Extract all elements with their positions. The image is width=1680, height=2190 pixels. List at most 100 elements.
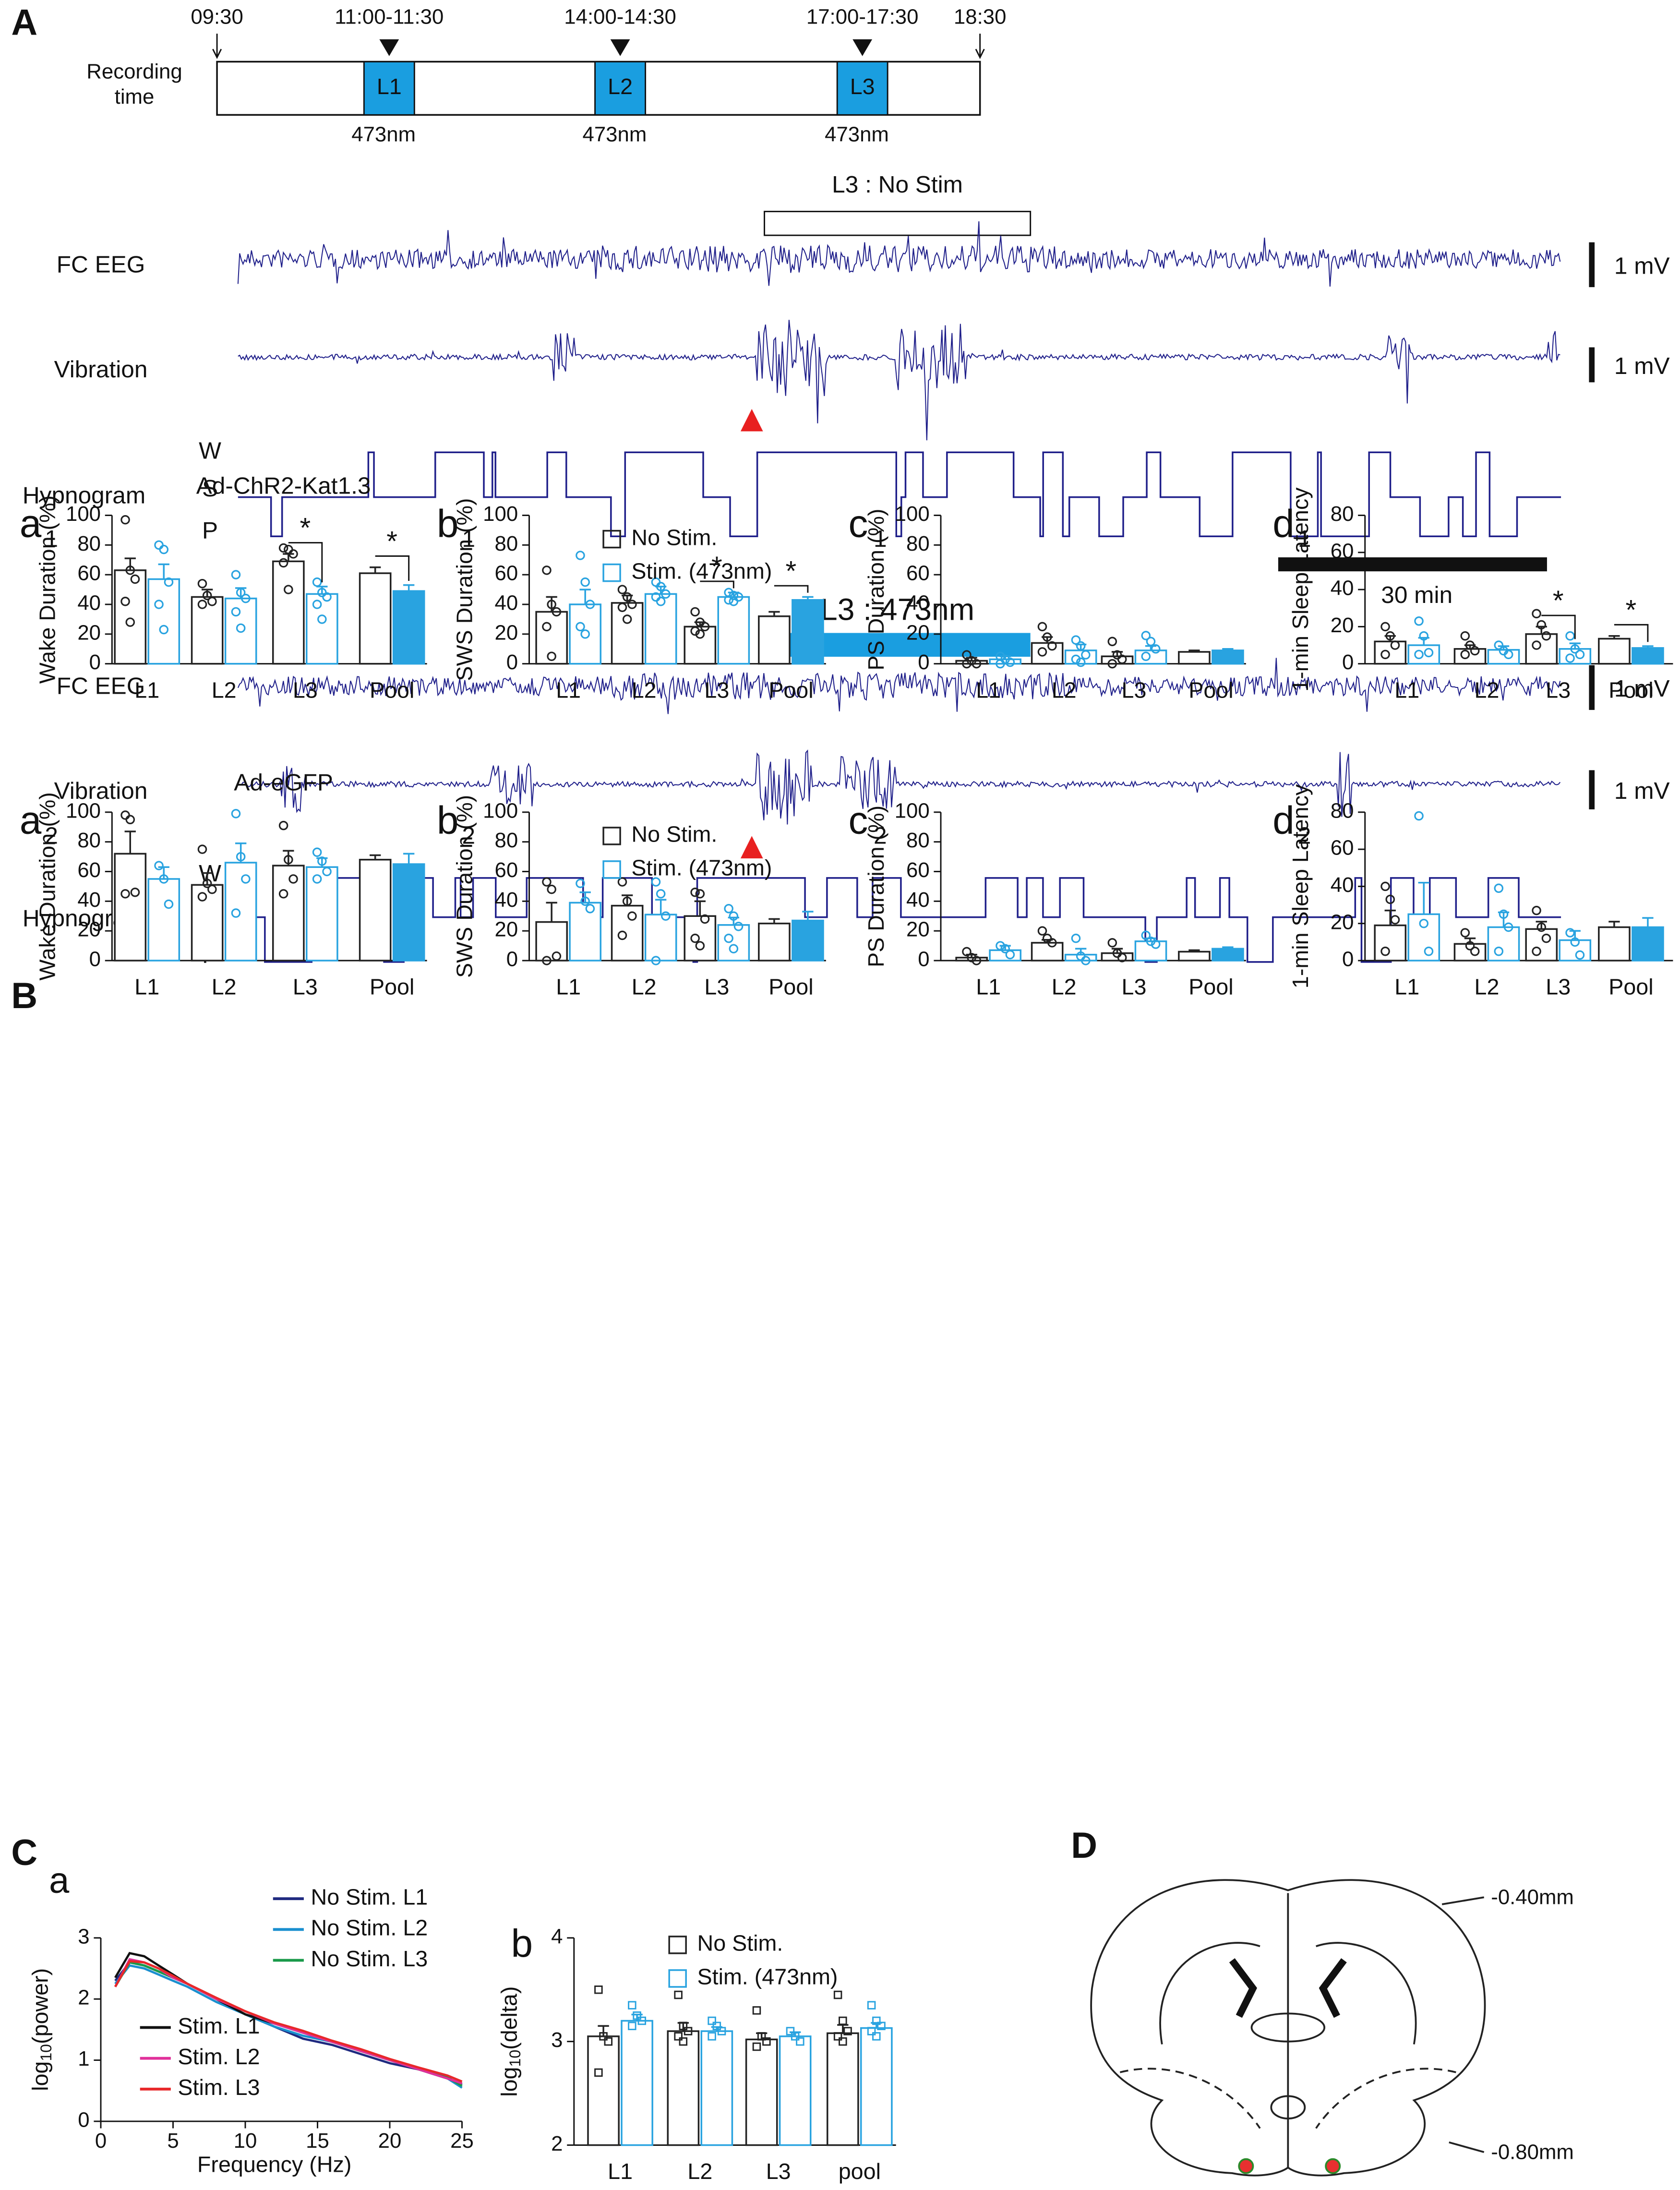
data-point	[604, 2037, 613, 2046]
data-point	[877, 2022, 886, 2031]
bar	[569, 603, 601, 665]
bar	[1031, 642, 1064, 665]
data-point	[661, 911, 671, 921]
error-bar	[802, 596, 814, 600]
bar	[644, 593, 677, 665]
legend-swatch	[602, 827, 621, 845]
data-point	[1575, 650, 1585, 660]
error-bar	[370, 566, 381, 574]
data-point	[1005, 950, 1015, 960]
data-point	[159, 625, 169, 635]
bar	[305, 866, 338, 962]
x-tick-label: L2	[1475, 677, 1500, 702]
x-tick-label: L1	[1394, 677, 1419, 702]
data-point	[791, 2032, 800, 2041]
data-point	[872, 2032, 881, 2041]
bar	[1598, 638, 1631, 665]
trace-label: FC EEG	[57, 672, 145, 699]
data-point	[1470, 946, 1480, 956]
data-point	[585, 904, 595, 914]
subpanel-label: b	[437, 799, 458, 842]
recording-time: Recording	[86, 60, 182, 83]
data-point	[717, 2027, 726, 2035]
data-point	[236, 623, 246, 633]
data-point	[547, 600, 556, 609]
data-point	[1151, 939, 1161, 949]
data-point	[1037, 622, 1047, 632]
x-axis-label: Frequency (Hz)	[197, 2152, 351, 2177]
vibration-trace	[238, 320, 1560, 441]
data-point	[202, 590, 212, 601]
data-point	[679, 2037, 688, 2046]
error-bar	[1536, 626, 1547, 634]
wavelength: 473nm	[351, 123, 416, 146]
data-point	[576, 878, 585, 889]
data-point	[542, 622, 552, 632]
data-point	[656, 597, 666, 606]
time-arrow	[975, 34, 985, 60]
legend-label: No Stim.	[631, 525, 717, 550]
y-tick-label: 40	[906, 888, 930, 912]
data-point	[729, 911, 739, 921]
error-bar	[1642, 645, 1654, 648]
data-point	[322, 866, 332, 877]
y-tick-label: 20	[77, 621, 101, 644]
x-tick-label: L3	[1122, 677, 1147, 702]
data-point	[278, 558, 288, 568]
light-block	[594, 61, 647, 116]
data-point	[1541, 933, 1551, 943]
data-point	[1465, 640, 1475, 650]
data-point	[972, 659, 982, 669]
x-tick-label: L3	[1546, 677, 1571, 702]
x-tick-label: L2	[212, 975, 237, 999]
subpanel-label-sub: 1	[874, 525, 887, 552]
data-point	[284, 585, 293, 594]
x-tick-label: L2	[212, 677, 237, 702]
bar	[611, 904, 644, 962]
data-point	[1151, 644, 1161, 654]
bar	[272, 560, 305, 665]
y-tick-label: 80	[77, 829, 101, 852]
data-point	[996, 659, 1005, 669]
y-tick-label: 20	[1331, 614, 1354, 637]
y-tick-label: 80	[1331, 799, 1354, 822]
recording-title: L3 : 473nm	[820, 592, 974, 627]
data-point	[695, 889, 705, 899]
bar	[717, 924, 750, 962]
x-tick-label: Pool	[1608, 975, 1653, 999]
y-tick-label: 40	[494, 888, 518, 912]
x-tick-label: Pool	[1188, 677, 1233, 702]
y-tick-label: 20	[906, 621, 930, 644]
x-tick-label: L2	[632, 677, 657, 702]
block-label: L3	[850, 74, 875, 99]
bar	[359, 859, 392, 962]
injection-site	[1325, 2158, 1341, 2174]
data-point	[656, 582, 666, 591]
trace-label: Vibration	[54, 356, 148, 383]
legend-swatch	[668, 1969, 687, 1988]
data-point	[674, 1990, 683, 1999]
data-point	[120, 810, 130, 820]
scale-label: 1 mV	[1614, 675, 1670, 702]
injection-site	[1238, 2158, 1254, 2174]
data-point	[752, 2042, 761, 2051]
significance-mark: *	[1553, 585, 1564, 616]
data-point	[241, 593, 251, 603]
time-label: 17:00-17:30	[806, 5, 919, 29]
data-point	[1424, 946, 1434, 956]
data-point	[996, 941, 1005, 951]
legend-label: Stim. (473nm)	[631, 855, 772, 880]
data-point	[1076, 641, 1086, 651]
legend-label: No Stim. L3	[311, 1946, 428, 1971]
data-point	[542, 566, 552, 575]
block-marker	[852, 39, 873, 56]
data-point	[278, 889, 288, 899]
subpanel-label: a	[20, 502, 42, 545]
y-axis-label: SWS Duration (%)	[452, 795, 477, 978]
legend-label: Stim. (473nm)	[631, 558, 772, 583]
bar	[1407, 644, 1440, 665]
data-point	[1541, 631, 1551, 641]
data-point	[1565, 653, 1575, 663]
data-point	[617, 930, 627, 940]
error-bar	[1188, 949, 1200, 952]
